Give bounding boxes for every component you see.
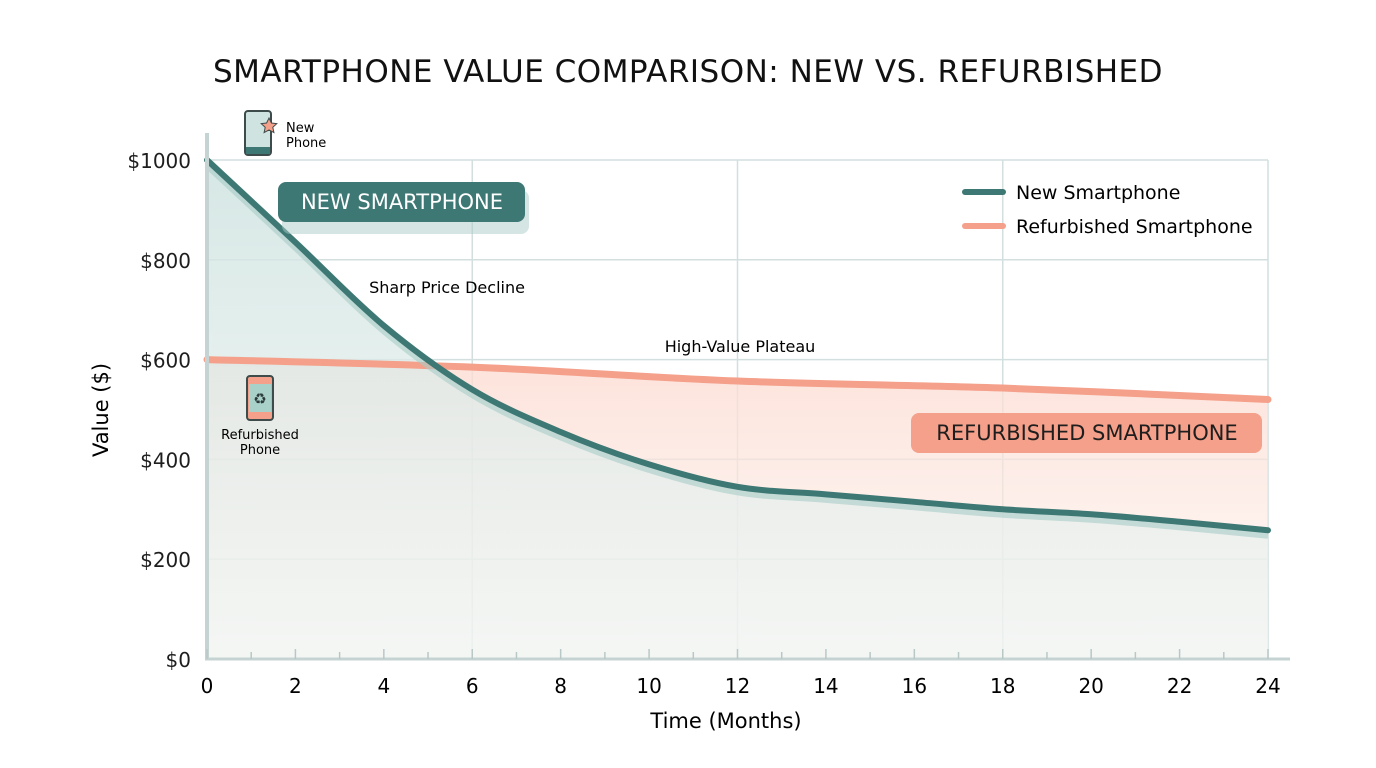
x-tick-label: 14	[813, 674, 838, 698]
x-tick-label: 20	[1078, 674, 1103, 698]
new-phone-icon-label-1: New	[286, 121, 315, 136]
refurbished-data-point	[470, 365, 474, 369]
refurbished-series-line	[203, 356, 1272, 404]
new-data-point	[1178, 520, 1182, 524]
legend-label-refurbished: Refurbished Smartphone	[1016, 216, 1253, 238]
new-smartphone-badge-label: NEW SMARTPHONE	[301, 190, 503, 214]
new-data-point	[647, 462, 651, 466]
new-data-point	[824, 492, 828, 496]
y-tick-label: $600	[140, 349, 191, 373]
x-axis-label: Time (Months)	[649, 709, 801, 733]
refurbished-data-point	[736, 379, 740, 383]
x-tick-label: 22	[1167, 674, 1192, 698]
x-tick-label: 24	[1255, 674, 1280, 698]
y-tick-label: $200	[140, 548, 191, 572]
new-data-point	[736, 485, 740, 489]
new-area	[207, 160, 1268, 659]
x-tick-label: 12	[725, 674, 750, 698]
refurbished-smartphone-badge	[911, 413, 1262, 453]
refurbished-smartphone-badge-label: REFURBISHED SMARTPHONE	[936, 421, 1237, 445]
x-tick-label: 8	[554, 674, 567, 698]
new-series-shadow	[204, 162, 1269, 539]
x-tick-label: 2	[289, 674, 302, 698]
x-tick-label: 6	[466, 674, 479, 698]
annotation-plateau: High-Value Plateau	[665, 337, 816, 356]
new-phone-icon-label-2: Phone	[286, 136, 326, 151]
new-data-point	[912, 500, 916, 504]
x-tick-label: 18	[990, 674, 1015, 698]
new-data-point	[293, 240, 297, 244]
phone-bottom	[246, 147, 270, 154]
new-data-point	[1001, 507, 1005, 511]
new-data-point	[470, 388, 474, 392]
new-smartphone-badge	[278, 182, 525, 222]
refurbished-data-point	[1001, 386, 1005, 390]
new-data-point	[559, 430, 563, 434]
new-series-line	[204, 157, 1271, 534]
refurb-phone-icon-label-1: Refurbished	[221, 428, 299, 443]
x-tick-label: 16	[902, 674, 927, 698]
new-data-point	[382, 324, 386, 328]
star-icon	[260, 116, 278, 134]
x-tick-label: 4	[377, 674, 390, 698]
new-data-point	[1266, 528, 1270, 532]
recycle-glyph: ♻	[253, 390, 266, 408]
new-data-point	[1089, 512, 1093, 516]
y-tick-label: $400	[140, 448, 191, 472]
y-tick-label: $800	[140, 249, 191, 273]
y-tick-label: $1000	[127, 149, 191, 173]
phone-screen	[249, 384, 271, 412]
refurbished-data-point	[1266, 398, 1270, 402]
y-axis-label: Value ($)	[89, 363, 113, 457]
y-tick-label: $0	[166, 648, 191, 672]
chart-title: SMARTPHONE VALUE COMPARISON: NEW VS. REF…	[212, 54, 1164, 90]
phone-body	[244, 110, 272, 156]
legend-label-new: New Smartphone	[1016, 182, 1180, 204]
annotation-sharp-decline: Sharp Price Decline	[369, 278, 525, 297]
refurb-phone-icon-label-2: Phone	[240, 443, 280, 458]
phone-star-icon	[244, 110, 278, 156]
x-tick-label: 10	[636, 674, 661, 698]
x-tick-label: 0	[201, 674, 214, 698]
phone-recycle-icon: ♻	[246, 375, 274, 421]
